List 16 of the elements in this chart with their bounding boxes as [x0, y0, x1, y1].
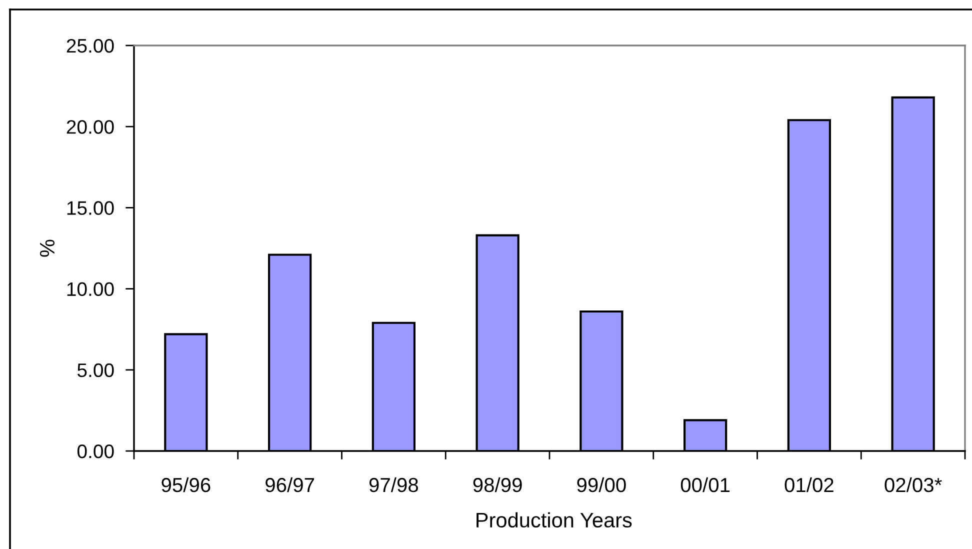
x-tick-label: 98/99 — [473, 477, 522, 492]
y-tick-label: 5.00 — [77, 363, 114, 378]
y-tick-label: 10.00 — [67, 282, 114, 296]
y-tick-label: 25.00 — [66, 38, 114, 53]
x-tick-label: 95/96 — [162, 477, 210, 492]
x-tick-label: 96/97 — [266, 477, 314, 492]
y-tick-label: 20.00 — [66, 120, 114, 134]
x-tick-label: 00/01 — [680, 477, 730, 492]
x-tick-label: 02/03* — [884, 477, 942, 492]
x-tick-label: 99/00 — [577, 477, 626, 492]
y-tick-label: 15.00 — [67, 201, 114, 215]
x-tick-label: 97/98 — [369, 477, 418, 492]
x-axis-title: Production Years — [476, 512, 632, 528]
y-tick-label: 0.00 — [77, 444, 114, 458]
y-axis-title: % — [40, 240, 55, 257]
x-tick-label: 01/02 — [784, 477, 834, 492]
